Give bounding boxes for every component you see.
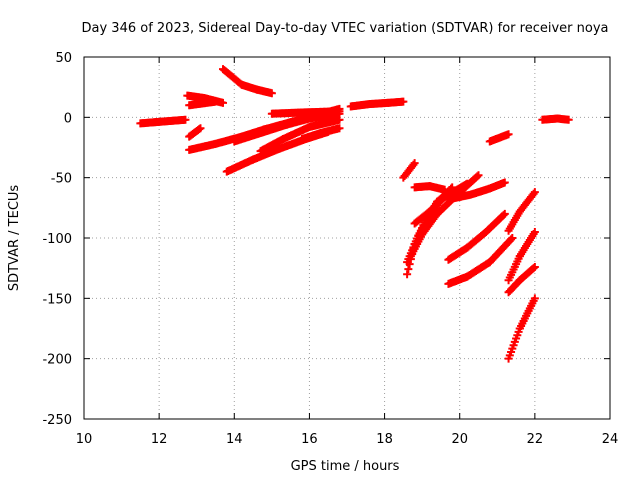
y-tick-label: -200 [42,353,72,368]
data-point [335,115,344,124]
track-9 [256,115,344,156]
track-10 [267,107,344,118]
data-point [267,89,276,98]
x-tick-label: 12 [151,432,168,447]
track-8 [230,109,344,146]
track-12 [346,97,408,111]
y-axis-title: SDTVAR / TECUs [7,185,22,292]
y-tick-label: -50 [51,172,72,187]
y-tick-label: -150 [42,292,72,307]
track-21 [444,234,517,288]
x-tick-label: 24 [602,432,619,447]
data-point [530,227,539,236]
track-25 [504,227,539,285]
data-point [399,97,408,106]
x-tick-label: 14 [226,432,243,447]
data-point [440,185,449,194]
track-23 [504,188,539,235]
x-tick-label: 18 [376,432,393,447]
data-point [499,211,508,220]
track-27 [538,114,573,124]
data-point [500,178,509,187]
data-point [500,209,509,218]
data-point [211,97,220,106]
data-point [404,265,413,274]
data-point [473,172,482,181]
data-point [530,262,539,271]
data-point [219,98,228,107]
y-tick-label: -250 [42,413,72,428]
track-24 [504,262,539,297]
track-5 [219,65,276,98]
track-11 [297,124,344,144]
y-tick-label: 0 [64,111,72,126]
x-tick-label: 22 [527,432,544,447]
data-point [403,270,412,279]
x-axis-title: GPS time / hours [291,459,400,474]
x-tick-labels: 10 12 14 16 18 20 22 24 [76,432,619,447]
track-19 [444,178,509,204]
data-point [335,107,344,116]
data-point [504,130,513,139]
data-point [463,179,472,188]
x-tick-label: 10 [76,432,93,447]
axis-ticks [83,56,611,420]
data-point [474,171,483,180]
track-13 [399,159,419,182]
data-point [409,160,418,169]
chart-title: Day 346 of 2023, Sidereal Day-to-day VTE… [82,21,609,36]
track-22 [485,130,513,146]
x-tick-label: 16 [301,432,318,447]
data-point [196,124,205,133]
data-point [335,124,344,133]
track-3 [185,97,220,110]
data-point [508,234,517,242]
y-tick-label: -100 [42,232,72,247]
data-point [530,188,539,197]
data-point [181,115,190,124]
data-point [507,235,516,244]
data-point [529,264,538,273]
data-series [136,65,573,363]
track-4 [185,124,205,141]
track-26 [504,294,539,363]
data-point [564,115,573,124]
track-1 [136,115,190,128]
x-tick-label: 20 [451,432,468,447]
track-20 [444,209,509,264]
data-point [529,189,538,198]
y-tick-labels: 50 0 -50 -100 -150 -200 -250 [42,51,72,428]
track-17 [410,179,472,228]
data-point [410,159,419,168]
data-point [530,294,539,303]
y-tick-label: 50 [55,51,72,66]
track-18 [410,182,449,194]
